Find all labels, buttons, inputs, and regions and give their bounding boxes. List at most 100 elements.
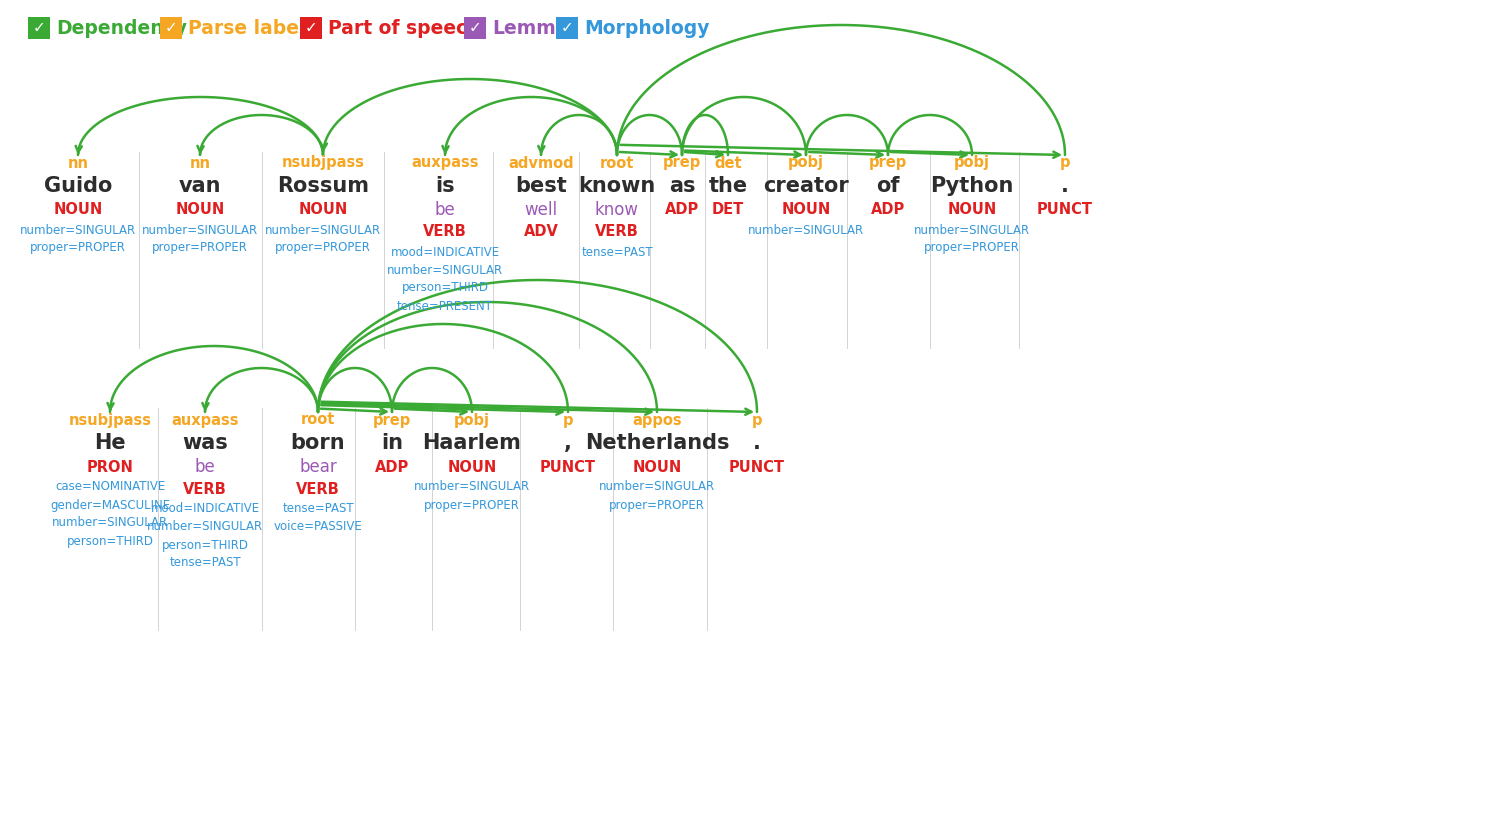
- Text: nn: nn: [67, 155, 88, 170]
- Text: ADP: ADP: [665, 202, 699, 217]
- Text: Morphology: Morphology: [584, 18, 709, 37]
- Text: person=THIRD: person=THIRD: [67, 534, 153, 548]
- Text: proper=PROPER: proper=PROPER: [276, 241, 371, 254]
- Text: Guido: Guido: [43, 176, 112, 196]
- Text: advmod: advmod: [508, 155, 574, 170]
- Text: number=SINGULAR: number=SINGULAR: [599, 481, 715, 493]
- Text: PUNCT: PUNCT: [1037, 202, 1094, 217]
- Text: tense=PAST: tense=PAST: [282, 502, 353, 515]
- Text: van: van: [179, 176, 221, 196]
- Text: ADV: ADV: [523, 225, 559, 240]
- Text: number=SINGULAR: number=SINGULAR: [148, 520, 264, 534]
- Text: PUNCT: PUNCT: [539, 459, 596, 474]
- Text: the: the: [708, 176, 748, 196]
- Text: nsubjpass: nsubjpass: [69, 412, 152, 428]
- Text: NOUN: NOUN: [781, 202, 830, 217]
- Text: Rossum: Rossum: [277, 176, 370, 196]
- Text: mood=INDICATIVE: mood=INDICATIVE: [150, 502, 259, 515]
- Text: NOUN: NOUN: [632, 459, 681, 474]
- Text: .: .: [1061, 176, 1068, 196]
- Text: Python: Python: [930, 176, 1013, 196]
- Text: pobj: pobj: [454, 412, 490, 428]
- Text: ADP: ADP: [870, 202, 904, 217]
- Text: .: .: [752, 433, 761, 453]
- Text: of: of: [876, 176, 900, 196]
- Text: Netherlands: Netherlands: [584, 433, 729, 453]
- Text: auxpass: auxpass: [411, 155, 478, 170]
- Text: number=SINGULAR: number=SINGULAR: [387, 263, 504, 277]
- Text: ✓: ✓: [304, 21, 317, 36]
- Text: born: born: [291, 433, 346, 453]
- Text: person=THIRD: person=THIRD: [401, 282, 489, 295]
- Text: tense=PAST: tense=PAST: [170, 557, 241, 569]
- Text: auxpass: auxpass: [171, 412, 238, 428]
- Text: Parse label: Parse label: [188, 18, 305, 37]
- Text: ✓: ✓: [469, 21, 481, 36]
- Text: tense=PRESENT: tense=PRESENT: [396, 300, 493, 312]
- Text: in: in: [381, 433, 402, 453]
- Text: VERB: VERB: [297, 482, 340, 496]
- Text: pobj: pobj: [788, 155, 824, 170]
- Text: Part of speech: Part of speech: [328, 18, 481, 37]
- Text: VERB: VERB: [423, 225, 466, 240]
- Text: Dependency: Dependency: [57, 18, 188, 37]
- Text: proper=PROPER: proper=PROPER: [609, 499, 705, 511]
- Text: know: know: [595, 201, 639, 219]
- Text: Lemma: Lemma: [492, 18, 568, 37]
- Text: creator: creator: [763, 176, 849, 196]
- Text: det: det: [714, 155, 742, 170]
- Text: nn: nn: [189, 155, 210, 170]
- Text: Haarlem: Haarlem: [423, 433, 522, 453]
- Text: is: is: [435, 176, 454, 196]
- Text: root: root: [600, 155, 635, 170]
- Text: voice=PASSIVE: voice=PASSIVE: [274, 520, 362, 534]
- Text: root: root: [301, 412, 335, 428]
- Text: PUNCT: PUNCT: [729, 459, 785, 474]
- Text: ,: ,: [565, 433, 572, 453]
- Text: number=SINGULAR: number=SINGULAR: [265, 224, 381, 236]
- Text: number=SINGULAR: number=SINGULAR: [52, 516, 168, 529]
- Text: ✓: ✓: [164, 21, 177, 36]
- Text: tense=PAST: tense=PAST: [581, 245, 653, 259]
- Text: ✓: ✓: [560, 21, 574, 36]
- Text: nsubjpass: nsubjpass: [282, 155, 365, 170]
- Text: number=SINGULAR: number=SINGULAR: [142, 224, 258, 236]
- Text: well: well: [524, 201, 557, 219]
- FancyBboxPatch shape: [463, 17, 486, 39]
- Text: be: be: [435, 201, 456, 219]
- Text: proper=PROPER: proper=PROPER: [924, 241, 1021, 254]
- Text: p: p: [1059, 155, 1070, 170]
- Text: as: as: [669, 176, 696, 196]
- Text: NOUN: NOUN: [176, 202, 225, 217]
- Text: number=SINGULAR: number=SINGULAR: [913, 224, 1030, 236]
- Text: case=NOMINATIVE: case=NOMINATIVE: [55, 481, 165, 493]
- Text: number=SINGULAR: number=SINGULAR: [19, 224, 136, 236]
- Text: appos: appos: [632, 412, 682, 428]
- Text: ADP: ADP: [375, 459, 410, 474]
- FancyBboxPatch shape: [28, 17, 51, 39]
- Text: gender=MASCULINE: gender=MASCULINE: [51, 499, 170, 511]
- Text: NOUN: NOUN: [298, 202, 347, 217]
- Text: proper=PROPER: proper=PROPER: [425, 499, 520, 511]
- Text: VERB: VERB: [183, 482, 226, 496]
- Text: NOUN: NOUN: [948, 202, 997, 217]
- Text: prep: prep: [663, 155, 702, 170]
- Text: best: best: [516, 176, 566, 196]
- Text: DET: DET: [712, 202, 744, 217]
- Text: bear: bear: [299, 458, 337, 476]
- Text: known: known: [578, 176, 656, 196]
- Text: number=SINGULAR: number=SINGULAR: [748, 224, 864, 236]
- Text: prep: prep: [869, 155, 907, 170]
- FancyBboxPatch shape: [159, 17, 182, 39]
- Text: number=SINGULAR: number=SINGULAR: [414, 481, 530, 493]
- Text: ✓: ✓: [33, 21, 45, 36]
- Text: be: be: [195, 458, 216, 476]
- Text: proper=PROPER: proper=PROPER: [30, 241, 127, 254]
- Text: pobj: pobj: [954, 155, 989, 170]
- Text: p: p: [563, 412, 574, 428]
- FancyBboxPatch shape: [299, 17, 322, 39]
- Text: proper=PROPER: proper=PROPER: [152, 241, 247, 254]
- Text: VERB: VERB: [595, 225, 639, 240]
- Text: NOUN: NOUN: [447, 459, 496, 474]
- Text: was: was: [182, 433, 228, 453]
